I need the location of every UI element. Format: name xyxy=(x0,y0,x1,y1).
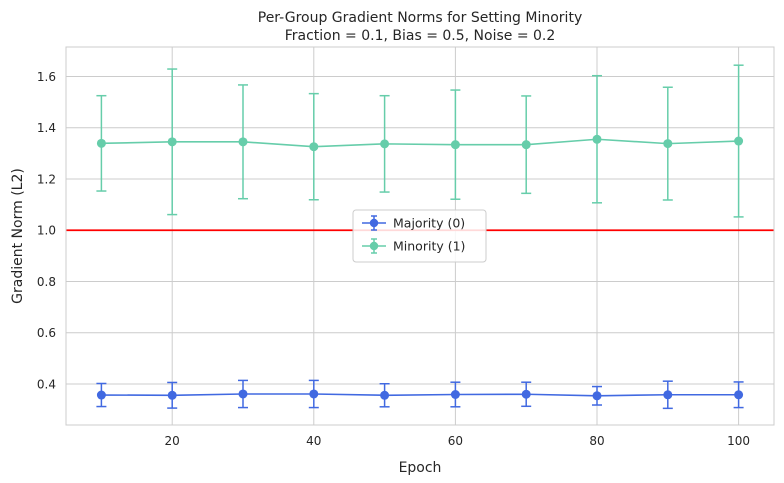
series-layer xyxy=(96,64,744,410)
legend-label-majority: Majority (0) xyxy=(393,216,465,231)
legend: Majority (0) Minority (1) xyxy=(352,209,487,263)
data-point-majority xyxy=(663,390,673,400)
data-point-minority xyxy=(734,136,744,146)
data-point-majority xyxy=(309,389,319,399)
x-tick-label: 80 xyxy=(589,434,604,448)
data-point-minority xyxy=(450,140,460,150)
data-point-majority xyxy=(96,390,106,400)
y-tick-label: 1.4 xyxy=(37,121,56,135)
data-point-minority xyxy=(167,137,177,147)
x-tick-label: 40 xyxy=(306,434,321,448)
y-tick-label: 0.4 xyxy=(37,377,56,391)
data-point-majority xyxy=(521,389,531,399)
data-point-majority xyxy=(167,390,177,400)
tick-labels: 20 40 60 80 100 0.4 0.6 0.8 1.0 1.2 1.4 1.6 xyxy=(37,70,750,448)
series-majority xyxy=(96,379,744,410)
data-point-majority xyxy=(238,389,248,399)
data-point-minority xyxy=(309,142,319,152)
y-tick-label: 1.0 xyxy=(37,224,56,238)
x-tick-label: 20 xyxy=(165,434,180,448)
series-line-minority xyxy=(101,138,739,148)
series-line-majority xyxy=(101,393,739,397)
x-axis-label: Epoch xyxy=(399,460,442,476)
chart-title: Per-Group Gradient Norms for Setting Min… xyxy=(258,10,582,26)
legend-entry-minority: Minority (1) xyxy=(362,238,465,254)
legend-marker-majority xyxy=(369,218,379,228)
series-minority xyxy=(96,64,744,218)
data-point-majority xyxy=(734,390,744,400)
data-point-minority xyxy=(521,140,531,150)
y-tick-label: 1.6 xyxy=(37,70,56,84)
y-tick-label: 0.8 xyxy=(37,275,56,289)
data-point-minority xyxy=(592,134,602,144)
data-point-minority xyxy=(663,139,673,149)
y-tick-label: 1.2 xyxy=(37,172,56,186)
data-point-majority xyxy=(592,391,602,401)
y-tick-label: 0.6 xyxy=(37,326,56,340)
data-point-majority xyxy=(450,390,460,400)
plot-frame xyxy=(65,46,775,426)
data-point-minority xyxy=(238,137,248,147)
data-point-majority xyxy=(380,390,390,400)
data-point-minority xyxy=(380,139,390,149)
x-tick-label: 60 xyxy=(448,434,463,448)
chart-subtitle: Fraction = 0.1, Bias = 0.5, Noise = 0.2 xyxy=(285,28,556,44)
legend-marker-minority xyxy=(369,241,379,251)
legend-box xyxy=(352,209,487,263)
y-axis-label: Gradient Norm (L2) xyxy=(10,168,26,304)
legend-entry-majority: Majority (0) xyxy=(362,215,465,231)
legend-label-minority: Minority (1) xyxy=(393,239,465,254)
data-point-minority xyxy=(96,138,106,148)
x-tick-label: 100 xyxy=(727,434,750,448)
